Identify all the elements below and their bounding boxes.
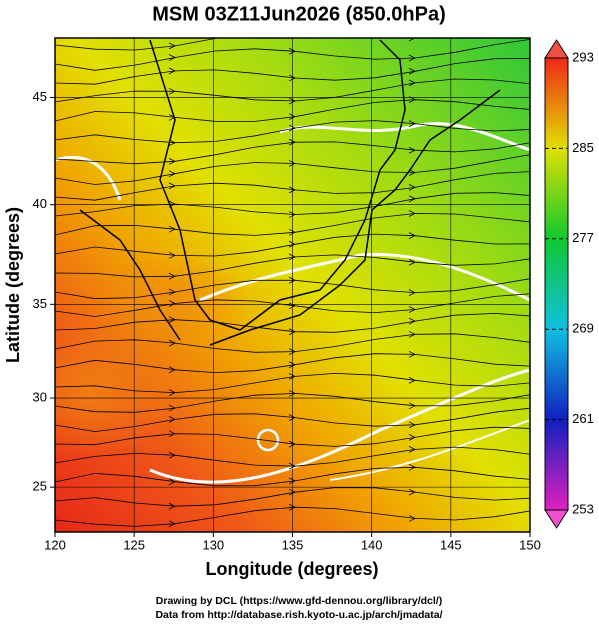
streamline <box>55 99 530 122</box>
colorbar-label: 261 <box>572 411 594 426</box>
streamline <box>55 120 530 144</box>
contour <box>55 155 122 201</box>
credit: Data from http://database.rish.kyoto-u.a… <box>155 609 442 621</box>
streamline <box>55 154 530 185</box>
streamline <box>55 333 530 353</box>
streamline <box>55 213 530 236</box>
wind-arrow <box>529 23 535 29</box>
streamline <box>55 171 530 201</box>
plot-area <box>55 23 535 532</box>
colorbar-extension <box>544 509 569 529</box>
streamline <box>55 407 530 433</box>
x-tick-label: 150 <box>519 537 541 552</box>
y-tick-label: 30 <box>33 389 47 404</box>
credit: Drawing by DCL (https://www.gfd-dennou.o… <box>156 595 442 607</box>
streamline <box>55 426 530 447</box>
coastline <box>209 89 501 346</box>
streamline <box>55 506 530 527</box>
colorbar-label: 293 <box>572 49 594 64</box>
field-shading <box>55 320 180 460</box>
streamline <box>55 141 530 165</box>
streamline <box>55 78 530 103</box>
colorbar-label: 269 <box>572 321 594 336</box>
streamline <box>55 372 530 394</box>
colorbar-label: 253 <box>572 501 594 516</box>
streamline <box>55 38 530 71</box>
y-tick-label: 45 <box>33 89 47 104</box>
x-tick-label: 145 <box>440 537 462 552</box>
colorbar-label: 285 <box>572 140 594 155</box>
x-tick-label: 135 <box>282 537 304 552</box>
streamline <box>55 446 530 467</box>
contour <box>199 252 530 302</box>
colorbar-extension <box>544 39 569 59</box>
streamline <box>55 392 530 413</box>
y-axis-label: Latitude (degrees) <box>3 207 23 363</box>
streamline <box>55 312 530 333</box>
colorbar-label: 277 <box>572 230 594 245</box>
x-tick-label: 120 <box>44 537 66 552</box>
streamline <box>55 466 530 487</box>
streamline <box>55 353 530 374</box>
streamline <box>55 192 530 217</box>
x-tick-label: 130 <box>202 537 224 552</box>
x-tick-label: 125 <box>123 537 145 552</box>
x-axis-label: Longitude (degrees) <box>205 559 378 579</box>
coastline <box>149 39 406 331</box>
streamline <box>55 254 530 278</box>
y-tick-label: 40 <box>33 196 47 211</box>
y-tick-label: 25 <box>33 479 47 494</box>
contour <box>329 419 530 481</box>
streamline <box>55 278 530 300</box>
contour <box>279 122 530 152</box>
field-shading <box>90 250 250 350</box>
streamline <box>55 58 530 85</box>
streamline <box>55 293 530 317</box>
map-title: MSM 03Z11Jun2026 (850.0hPa) <box>152 3 445 25</box>
contour <box>149 368 530 484</box>
streamline <box>55 233 530 257</box>
contour <box>256 428 280 452</box>
streamline <box>55 38 458 51</box>
streamline <box>55 487 530 507</box>
colorbar <box>544 57 569 511</box>
y-tick-label: 35 <box>33 296 47 311</box>
wind-arrow <box>408 38 416 42</box>
x-tick-label: 140 <box>361 537 383 552</box>
wind-arrow <box>289 25 295 31</box>
